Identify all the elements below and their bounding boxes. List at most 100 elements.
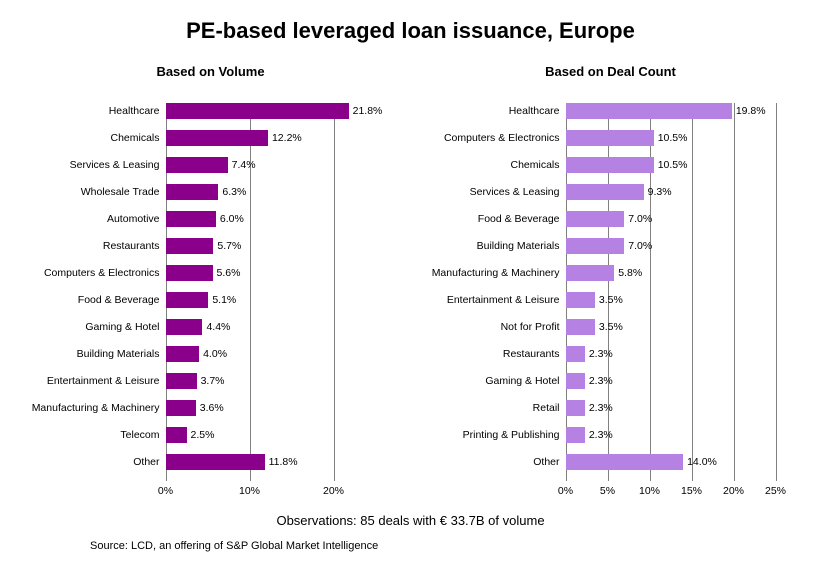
bar-row: Restaurants5.7% [166,238,242,254]
bar-rect [166,319,203,335]
x-tick-label: 20% [723,485,744,497]
bar-value-label: 10.5% [654,132,688,144]
bar-row: Gaming & Hotel4.4% [166,319,231,335]
bar-rect [166,157,228,173]
bar-row: Services & Leasing7.4% [166,157,256,173]
bar-value-label: 3.7% [197,375,225,387]
plot-area: Healthcare19.8%Computers & Electronics10… [566,103,776,481]
x-axis: 0%10%20% [166,481,376,503]
bar-rect [566,103,732,119]
bar-category-label: Chemicals [426,159,566,171]
bar-rect [566,211,625,227]
bar-category-label: Healthcare [426,105,566,117]
bar-rect [166,427,187,443]
bar-category-label: Building Materials [426,240,566,252]
bar-rect [166,292,209,308]
bar-row: Building Materials7.0% [566,238,653,254]
bar-rect [566,454,684,470]
x-tick-label: 10% [639,485,660,497]
bar-row: Healthcare21.8% [166,103,383,119]
bar-category-label: Food & Beverage [26,294,166,306]
bar-rect [166,238,214,254]
bar-category-label: Restaurants [426,348,566,360]
bar-rect [166,373,197,389]
bar-rect [566,130,654,146]
bar-rect [166,130,268,146]
bar-value-label: 5.7% [213,240,241,252]
bar-category-label: Services & Leasing [26,159,166,171]
bar-row: Chemicals10.5% [566,157,688,173]
chart-volume: Based on Volume Healthcare21.8%Chemicals… [26,64,396,503]
bar-category-label: Entertainment & Leisure [426,294,566,306]
bar-rect [566,346,585,362]
x-tick-label: 0% [158,485,173,497]
bar-rect [566,238,625,254]
bar-value-label: 7.0% [624,240,652,252]
bar-row: Services & Leasing9.3% [566,184,672,200]
charts-container: Based on Volume Healthcare21.8%Chemicals… [0,64,821,503]
bar-row: Automotive6.0% [166,211,244,227]
x-tick-label: 25% [765,485,786,497]
bar-rect [166,211,216,227]
bar-category-label: Manufacturing & Machinery [26,402,166,414]
x-tick-label: 10% [239,485,260,497]
bar-row: Computers & Electronics10.5% [566,130,688,146]
bar-value-label: 6.3% [218,186,246,198]
bar-rect [566,184,644,200]
bar-value-label: 3.5% [595,321,623,333]
bar-category-label: Restaurants [26,240,166,252]
bar-value-label: 10.5% [654,159,688,171]
bar-value-label: 14.0% [683,456,717,468]
bar-value-label: 2.3% [585,429,613,441]
bar-category-label: Not for Profit [426,321,566,333]
bar-row: Entertainment & Leisure3.7% [166,373,225,389]
bar-row: Manufacturing & Machinery3.6% [166,400,224,416]
bar-row: Chemicals12.2% [166,130,302,146]
bar-rect [166,454,265,470]
bar-category-label: Other [426,456,566,468]
x-tick-label: 15% [681,485,702,497]
bar-rect [166,184,219,200]
bar-category-label: Telecom [26,429,166,441]
gridline [334,103,335,481]
bar-value-label: 6.0% [216,213,244,225]
source-text: Source: LCD, an offering of S&P Global M… [90,540,821,552]
chart-subtitle: Based on Volume [26,64,396,79]
bar-rect [566,319,595,335]
bar-value-label: 5.8% [614,267,642,279]
bar-value-label: 2.5% [187,429,215,441]
bar-rect [566,400,585,416]
bar-category-label: Entertainment & Leisure [26,375,166,387]
bar-value-label: 7.4% [228,159,256,171]
gridline [734,103,735,481]
bar-category-label: Gaming & Hotel [26,321,166,333]
bar-rect [166,103,349,119]
bar-value-label: 21.8% [349,105,383,117]
x-tick-label: 20% [323,485,344,497]
bar-value-label: 2.3% [585,402,613,414]
bar-value-label: 3.5% [595,294,623,306]
observations-text: Observations: 85 deals with € 33.7B of v… [0,513,821,528]
bar-row: Food & Beverage5.1% [166,292,237,308]
bar-row: Retail2.3% [566,400,613,416]
bar-rect [566,157,654,173]
bar-row: Entertainment & Leisure3.5% [566,292,623,308]
gridline [776,103,777,481]
plot-area: Healthcare21.8%Chemicals12.2%Services & … [166,103,376,481]
bar-value-label: 19.8% [732,105,766,117]
bar-row: Restaurants2.3% [566,346,613,362]
bar-row: Other14.0% [566,454,717,470]
bar-category-label: Manufacturing & Machinery [426,267,566,279]
bar-row: Printing & Publishing2.3% [566,427,613,443]
bar-row: Other11.8% [166,454,298,470]
bar-category-label: Healthcare [26,105,166,117]
bar-value-label: 2.3% [585,375,613,387]
bar-rect [166,265,213,281]
bar-value-label: 2.3% [585,348,613,360]
bar-category-label: Printing & Publishing [426,429,566,441]
bar-row: Food & Beverage7.0% [566,211,653,227]
chart-subtitle: Based on Deal Count [426,64,796,79]
bar-row: Computers & Electronics5.6% [166,265,241,281]
bar-category-label: Gaming & Hotel [426,375,566,387]
bar-row: Not for Profit3.5% [566,319,623,335]
